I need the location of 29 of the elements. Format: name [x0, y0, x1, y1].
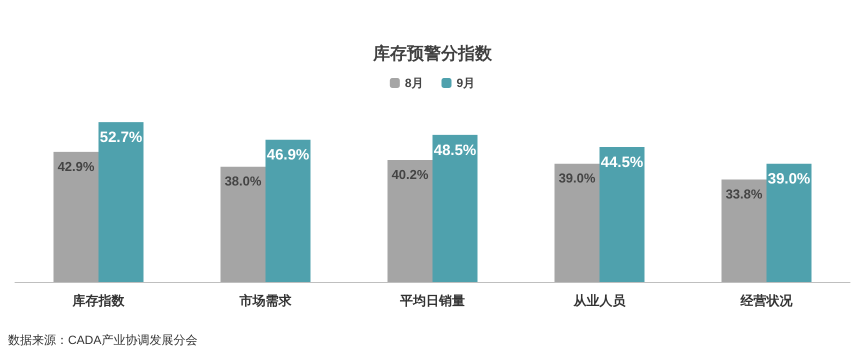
- x-tick-label: 市场需求: [238, 293, 292, 308]
- bar: [766, 164, 812, 282]
- x-tick-label: 经营状况: [740, 293, 794, 308]
- data-label: 44.5%: [600, 154, 644, 172]
- bar: [554, 164, 600, 282]
- bar: [98, 122, 144, 282]
- data-label: 38.0%: [224, 174, 262, 189]
- data-label: 42.9%: [58, 158, 95, 174]
- bar: [600, 147, 644, 282]
- data-label: 33.8%: [726, 186, 763, 202]
- bar: [388, 160, 432, 282]
- data-label: 39.0%: [558, 170, 596, 186]
- source-note: 数据来源：CADA产业协调发展分会: [8, 333, 198, 347]
- data-label: 48.5%: [434, 142, 476, 159]
- chart-title: 库存预警分指数: [372, 44, 493, 63]
- bar: [432, 134, 478, 282]
- data-label: 52.7%: [100, 129, 142, 146]
- data-label: 46.9%: [266, 146, 310, 164]
- data-label: 40.2%: [392, 167, 429, 182]
- bar: [722, 179, 766, 282]
- legend-label: 9月: [456, 76, 476, 90]
- bar: [220, 166, 266, 282]
- x-tick-label: 库存指数: [72, 293, 126, 308]
- x-tick-label: 从业人员: [572, 293, 626, 308]
- x-tick-label: 平均日销量: [399, 293, 465, 308]
- bar: [266, 140, 310, 282]
- legend-label: 8月: [404, 76, 424, 90]
- data-label: 39.0%: [768, 170, 810, 188]
- bar: [54, 152, 98, 282]
